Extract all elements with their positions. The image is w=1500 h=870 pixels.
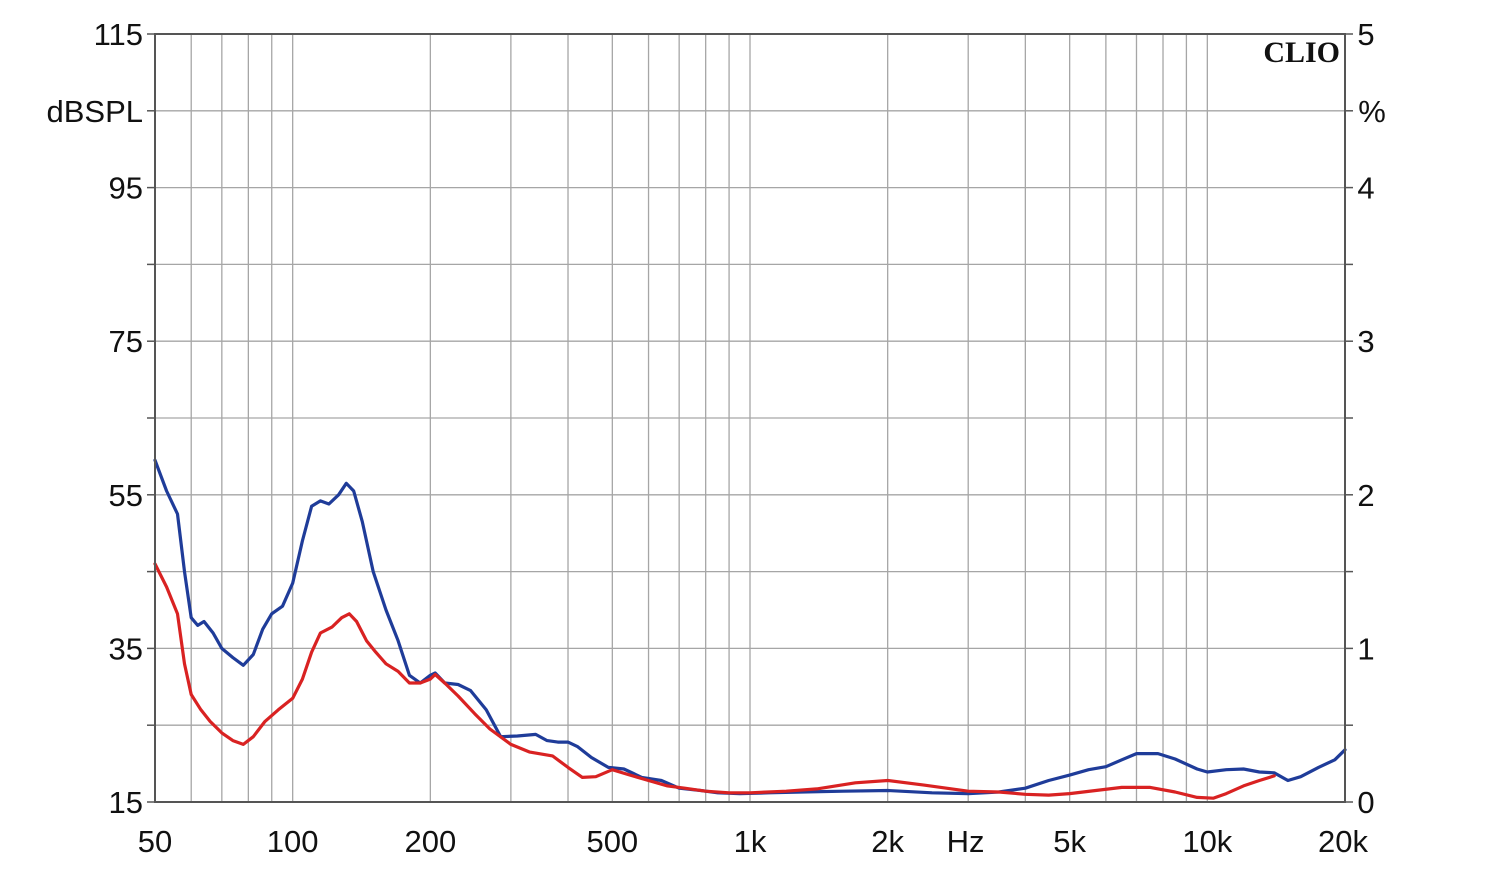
clio-logo-text: CLIO: [1263, 36, 1340, 69]
x-axis-tick-label: 5k: [1053, 824, 1086, 859]
left-axis-tick-label: 55: [109, 478, 143, 513]
left-axis-tick-label: 115: [94, 17, 143, 52]
blue-series-line: [153, 458, 1347, 796]
left-axis-tick-label: 15: [109, 785, 143, 820]
x-axis-tick-labels: 50 100 200 500 1k 2k 5k 10k 20k: [138, 824, 1369, 859]
right-axis-tick-labels: 0 1 2 3 4 5: [1357, 17, 1374, 820]
right-axis-tick-label: 1: [1357, 631, 1374, 666]
x-axis-tick-label: 100: [267, 824, 319, 859]
series-layer: [153, 458, 1347, 800]
left-axis-tick-label: 95: [109, 171, 143, 206]
left-axis-tick-labels: 15 35 55 75 95 115: [94, 17, 143, 820]
x-axis-tick-label: 200: [404, 824, 456, 859]
x-axis-tick-label: 10k: [1182, 824, 1232, 859]
left-axis-tick-label: 75: [109, 324, 143, 359]
red-series-line: [153, 562, 1276, 800]
x-axis-unit-label: Hz: [947, 824, 985, 859]
left-axis-unit-label: dBSPL: [46, 94, 143, 129]
left-axis-tick-label: 35: [109, 631, 143, 666]
x-axis-tick-label: 50: [138, 824, 172, 859]
x-axis-tick-label: 2k: [871, 824, 904, 859]
right-axis-tick-label: 5: [1357, 17, 1374, 52]
right-axis-tick-label: 0: [1357, 785, 1374, 820]
major-gridlines: [147, 33, 1353, 803]
x-axis-tick-label: 1k: [734, 824, 767, 859]
right-axis-tick-label: 4: [1357, 171, 1374, 206]
right-axis-unit-label: %: [1358, 94, 1386, 129]
plot-frame: [154, 33, 1346, 803]
right-axis-tick-label: 2: [1357, 478, 1374, 513]
x-axis-tick-label: 500: [586, 824, 638, 859]
right-axis-tick-label: 3: [1357, 324, 1374, 359]
x-axis-tick-label: 20k: [1318, 824, 1368, 859]
